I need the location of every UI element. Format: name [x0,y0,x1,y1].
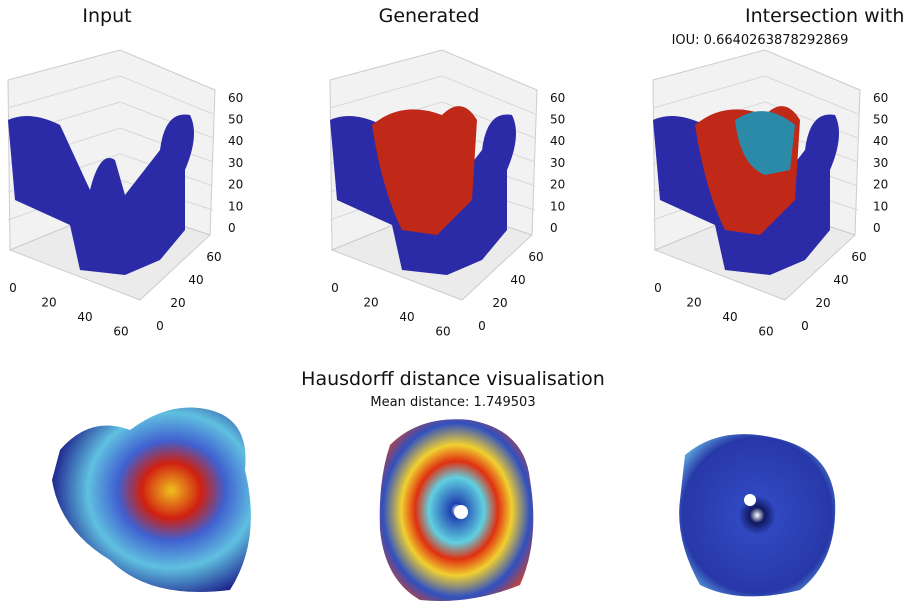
y-tick-label: 60 [528,250,543,264]
y-tick-label: 60 [206,250,221,264]
y-tick-label: 20 [492,296,507,310]
x-tick-label: 60 [758,325,773,339]
x-tick-label: 20 [686,296,701,310]
x-tick-label: 40 [399,310,414,324]
z-tick-label: 40 [873,134,888,148]
bottom-panel: Hausdorff distance visualisation Mean di… [52,368,835,601]
panel-title: Intersection with virtual wax-up [745,5,906,27]
y-tick-label: 40 [510,273,525,287]
x-tick-label: 0 [9,281,17,295]
x-tick-label: 20 [363,296,378,310]
z-tick-label: 60 [228,91,243,105]
y-tick-label: 60 [851,250,866,264]
z-tick-label: 30 [873,156,888,170]
z-tick-label: 60 [550,91,565,105]
y-tick-label: 40 [188,273,203,287]
y-tick-label: 20 [815,296,830,310]
z-tick-label: 0 [873,221,881,235]
z-tick-label: 30 [228,156,243,170]
z-tick-label: 50 [228,113,243,127]
bottom-title: Hausdorff distance visualisation [301,368,605,390]
bottom-subtitle: Mean distance: 1.749503 [370,395,535,410]
y-tick-label: 0 [478,319,486,333]
y-tick-label: 0 [801,319,809,333]
y-tick-label: 40 [833,273,848,287]
figure: Hausdorff distance visualisation Mean di… [0,0,906,610]
z-tick-label: 10 [228,199,243,213]
z-tick-label: 30 [550,156,565,170]
z-tick-label: 50 [873,113,888,127]
z-tick-label: 40 [550,134,565,148]
x-tick-label: 20 [41,296,56,310]
x-tick-label: 60 [113,325,128,339]
hole [744,494,756,506]
z-tick-label: 0 [228,221,236,235]
z-tick-label: 0 [550,221,558,235]
voxel-panel: Intersection with virtual wax-up IOU: 0.6… [653,5,906,339]
hole [454,505,468,519]
x-tick-label: 40 [722,310,737,324]
x-tick-label: 40 [77,310,92,324]
z-tick-label: 20 [228,178,243,192]
z-tick-label: 10 [873,199,888,213]
heatmap-mesh [679,434,835,596]
z-tick-label: 20 [873,178,888,192]
z-tick-label: 10 [550,199,565,213]
x-tick-label: 0 [654,281,662,295]
x-tick-label: 60 [435,325,450,339]
z-tick-label: 40 [228,134,243,148]
x-tick-label: 0 [331,281,339,295]
z-tick-label: 50 [550,113,565,127]
panel-title: Generated [379,5,480,27]
heatmap-mesh [52,408,251,593]
z-tick-label: 20 [550,178,565,192]
y-tick-label: 20 [170,296,185,310]
z-tick-label: 60 [873,91,888,105]
panel-subtitle: IOU: 0.6640263878292869 [672,33,849,48]
panel-title: Input [82,5,131,27]
y-tick-label: 0 [156,319,164,333]
